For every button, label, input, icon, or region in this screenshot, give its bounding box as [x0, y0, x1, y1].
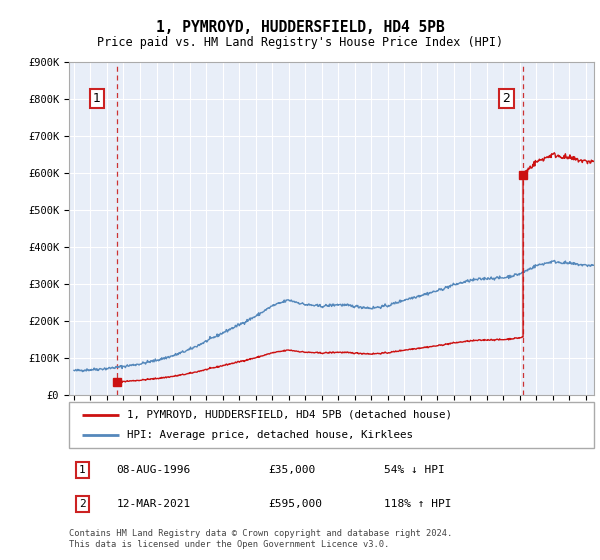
Text: 1, PYMROYD, HUDDERSFIELD, HD4 5PB: 1, PYMROYD, HUDDERSFIELD, HD4 5PB [155, 20, 445, 35]
Text: £595,000: £595,000 [269, 499, 323, 509]
Text: HPI: Average price, detached house, Kirklees: HPI: Average price, detached house, Kirk… [127, 430, 413, 440]
Text: 1: 1 [93, 92, 101, 105]
Text: 08-AUG-1996: 08-AUG-1996 [116, 465, 191, 475]
Text: 1: 1 [79, 465, 86, 475]
Text: 12-MAR-2021: 12-MAR-2021 [116, 499, 191, 509]
Text: 54% ↓ HPI: 54% ↓ HPI [384, 465, 445, 475]
FancyBboxPatch shape [69, 402, 594, 448]
Text: £35,000: £35,000 [269, 465, 316, 475]
Text: 2: 2 [79, 499, 86, 509]
Text: 118% ↑ HPI: 118% ↑ HPI [384, 499, 452, 509]
Text: 2: 2 [503, 92, 511, 105]
Text: Price paid vs. HM Land Registry's House Price Index (HPI): Price paid vs. HM Land Registry's House … [97, 36, 503, 49]
Text: 1, PYMROYD, HUDDERSFIELD, HD4 5PB (detached house): 1, PYMROYD, HUDDERSFIELD, HD4 5PB (detac… [127, 410, 452, 420]
Text: Contains HM Land Registry data © Crown copyright and database right 2024.
This d: Contains HM Land Registry data © Crown c… [69, 529, 452, 549]
